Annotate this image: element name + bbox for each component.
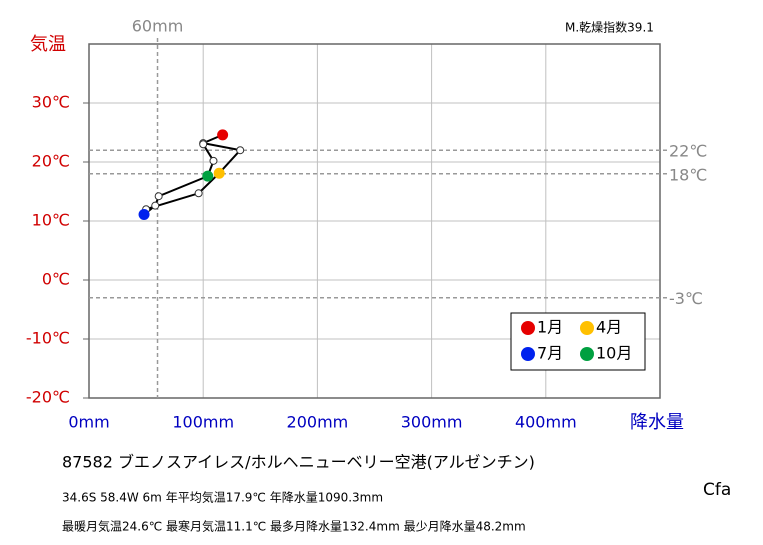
month-point [209,156,218,165]
plot-frame [88,43,661,399]
y-tick-label: -20℃ [26,388,70,407]
reference-label: 60mm [132,17,184,36]
y-tick-label: -10℃ [26,329,70,348]
climate-class: Cfa [703,480,731,500]
x-tick-label: 400mm [515,413,577,432]
dryness-index: M.乾燥指数39.1 [565,20,654,35]
legend-marker [521,347,535,361]
y-tick-label: 30℃ [32,93,70,112]
y-axis-label: 気温 [30,34,66,55]
month-point [213,167,225,179]
legend-marker [521,321,535,335]
legend-label: 4月 [596,318,622,337]
station-info: 34.6S 58.4W 6m 年平均気温17.9℃ 年降水量1090.3mm [62,490,383,505]
legend-marker [580,347,594,361]
x-tick-label: 200mm [287,413,349,432]
month-point [138,209,150,221]
legend-box [510,312,646,371]
x-axis-label: 降水量 [630,412,684,433]
legend-label: 7月 [537,344,563,363]
x-tick-label: 100mm [172,413,234,432]
month-point [217,129,229,141]
y-tick-label: 20℃ [32,152,70,171]
y-tick-label: 0℃ [42,270,70,289]
y-tick-label: 10℃ [32,211,70,230]
x-tick-label: 0mm [68,413,109,432]
month-point [236,146,245,155]
reference-label: 18℃ [669,165,707,184]
climate-line [141,133,243,218]
x-tick-label: 300mm [401,413,463,432]
station-extremes: 最暖月気温24.6℃ 最寒月気温11.1℃ 最多月降水量132.4mm 最少月降… [62,519,526,534]
legend-marker [580,321,594,335]
month-point [154,192,163,201]
reference-label: -3℃ [669,289,703,308]
legend-label: 1月 [537,318,563,337]
reference-label: 22℃ [669,142,707,161]
month-point [151,201,160,210]
station-name: 87582 ブエノスアイレス/ホルヘニューベリー空港(アルゼンチン) [62,453,535,472]
month-point [199,140,208,149]
month-point [194,189,203,198]
month-point [202,170,214,182]
legend-label: 10月 [596,344,632,363]
